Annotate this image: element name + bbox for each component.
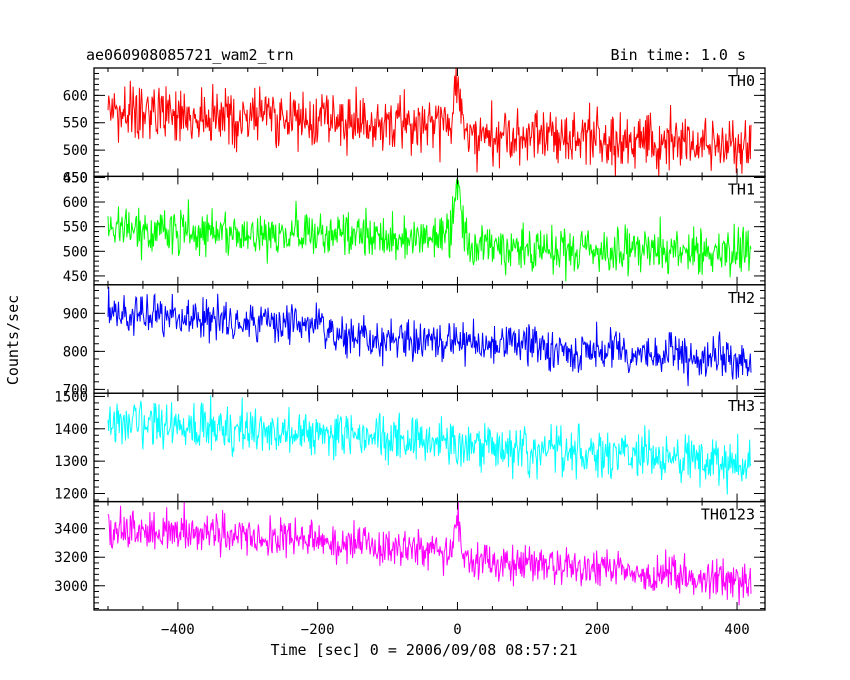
y-tick-label: 550 <box>63 116 88 132</box>
y-tick-label: 500 <box>63 244 88 260</box>
series-th0 <box>107 68 752 177</box>
x-axis-label: Time [sec] 0 = 2006/09/08 08:57:21 <box>270 641 577 659</box>
chart-title: ae060908085721_wam2_trn <box>86 46 294 64</box>
y-tick-label: 450 <box>63 170 88 186</box>
y-tick-label: 500 <box>63 143 88 159</box>
y-tick-label: 1400 <box>54 422 88 438</box>
panel-th1: 450 500 550 600 650 TH1 <box>63 170 766 286</box>
panel-label-th3: TH3 <box>728 397 755 415</box>
series-th2 <box>107 286 752 387</box>
y-tick-label: 600 <box>63 195 88 211</box>
x-tick-label: −400 <box>161 622 195 638</box>
series-th3 <box>107 395 752 495</box>
panel-label-th0: TH0 <box>728 72 755 90</box>
y-tick-label: 1200 <box>54 487 88 503</box>
y-tick-label: 650 <box>63 170 88 186</box>
y-tick-label: 1300 <box>54 454 88 470</box>
y-tick-label: 1500 <box>54 389 88 405</box>
panel-th3: 1200 1300 1400 1500 TH3 <box>54 389 766 503</box>
panel-th0: 450 500 550 600 TH0 <box>63 67 766 186</box>
panel-frame <box>93 392 766 503</box>
panel-frame <box>93 284 766 394</box>
y-tick-label: 700 <box>63 382 88 398</box>
bin-time-label: Bin time: 1.0 s <box>611 46 746 64</box>
y-tick-label: 600 <box>63 88 88 104</box>
panels: 450 500 550 600 TH0 450 500 550 600 650 TH1 700 800 9… <box>54 67 766 611</box>
y-tick-label: 3000 <box>54 579 88 595</box>
series-th1 <box>107 178 752 282</box>
x-tick-label: 400 <box>724 622 749 638</box>
panel-th0123: 3000 3200 3400 TH0123 <box>54 500 766 611</box>
y-tick-label: 3200 <box>54 550 88 566</box>
y-tick-label: 3400 <box>54 522 88 538</box>
y-axis-label: Counts/sec <box>4 295 22 385</box>
x-tick-label: −200 <box>301 622 335 638</box>
y-tick-label: 450 <box>63 269 88 285</box>
panel-th2: 700 800 900 TH2 <box>63 284 766 398</box>
x-tick-label: 0 <box>453 622 461 638</box>
panel-label-th2: TH2 <box>728 289 755 307</box>
panel-label-th1: TH1 <box>728 180 755 198</box>
panel-label-th0123: TH0123 <box>701 506 755 524</box>
panel-frame <box>93 67 766 178</box>
y-tick-label: 900 <box>63 306 88 322</box>
panel-frame <box>93 500 766 611</box>
x-tick-label: 200 <box>585 622 610 638</box>
series-th0123 <box>107 501 752 606</box>
x-axis: −400 −200 0 200 400 <box>161 622 750 638</box>
y-tick-label: 800 <box>63 344 88 360</box>
y-tick-label: 550 <box>63 220 88 236</box>
